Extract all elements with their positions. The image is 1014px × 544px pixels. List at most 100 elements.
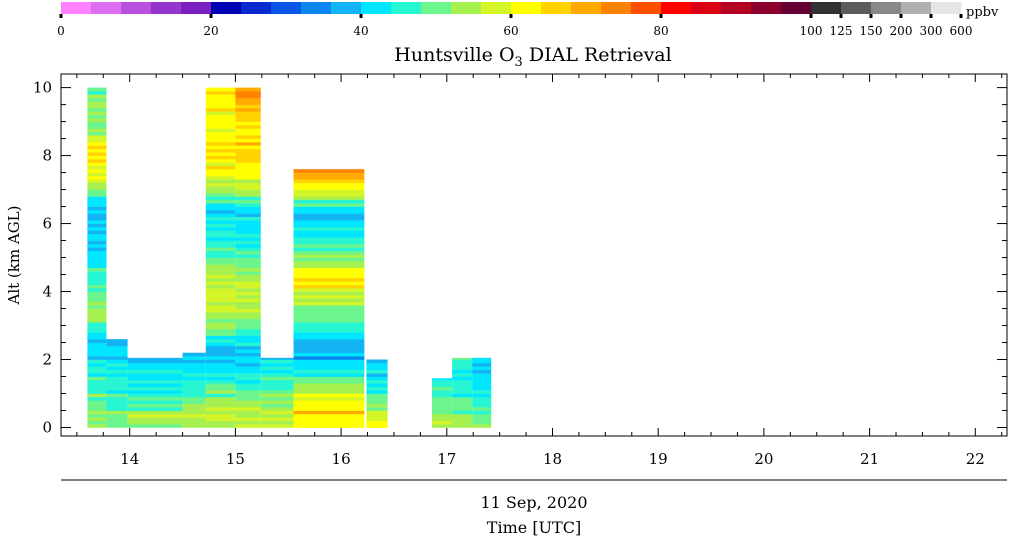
ozone-cell xyxy=(87,305,107,309)
ozone-cell xyxy=(293,271,365,275)
ozone-cell xyxy=(235,281,261,286)
ozone-cell xyxy=(452,403,473,408)
ozone-cell xyxy=(87,97,107,102)
ozone-cell xyxy=(432,407,453,411)
ozone-cell xyxy=(472,357,492,360)
ozone-cell xyxy=(235,87,261,92)
ozone-cell xyxy=(205,271,236,275)
ozone-cell xyxy=(235,400,261,405)
ozone-cell xyxy=(293,298,365,303)
ozone-cell xyxy=(366,366,388,371)
ozone-cell xyxy=(235,124,261,129)
ozone-cell xyxy=(87,277,107,282)
ozone-cell xyxy=(205,308,236,313)
ozone-cell xyxy=(182,407,206,411)
ozone-cell xyxy=(87,254,107,258)
colorbar-swatch xyxy=(781,2,812,14)
ozone-cell xyxy=(235,131,261,136)
ozone-cell xyxy=(293,243,365,248)
ozone-cell xyxy=(235,264,261,269)
ozone-cell xyxy=(293,226,365,231)
colorbar-tick-label: 300 xyxy=(920,24,943,38)
ozone-cell xyxy=(87,179,107,184)
ozone-cell xyxy=(205,403,236,408)
ozone-cell xyxy=(235,288,261,292)
ozone-cell xyxy=(87,376,107,381)
ozone-cell xyxy=(87,199,107,204)
ozone-cell xyxy=(87,342,107,347)
ozone-cell xyxy=(182,352,206,357)
ozone-cell xyxy=(87,121,107,126)
ozone-cell xyxy=(182,379,206,384)
plot-frame xyxy=(60,73,1008,437)
ozone-cell xyxy=(205,291,236,296)
ozone-cell xyxy=(87,220,107,224)
ozone-cell xyxy=(127,413,183,418)
ozone-cell xyxy=(260,357,294,360)
ozone-cell xyxy=(205,233,236,238)
ozone-cell xyxy=(87,243,107,248)
ozone-cell xyxy=(235,298,261,303)
colorbar-swatch xyxy=(91,2,122,14)
ozone-cell xyxy=(235,417,261,422)
ozone-cell xyxy=(260,424,294,428)
ozone-cell xyxy=(87,237,107,241)
title-prefix: Huntsville O xyxy=(394,44,514,66)
ozone-cell xyxy=(87,403,107,408)
ozone-cell xyxy=(235,413,261,418)
ozone-cell xyxy=(235,379,261,384)
ozone-cell xyxy=(205,196,236,201)
colorbar-swatch xyxy=(61,2,92,14)
colorbar-swatch xyxy=(841,2,872,14)
ozone-cell xyxy=(235,359,261,364)
ozone-cell xyxy=(87,362,107,367)
ozone-cell xyxy=(205,393,236,398)
ozone-cell xyxy=(366,379,388,384)
ozone-cell xyxy=(235,179,261,184)
y-tick-label: 4 xyxy=(42,283,52,301)
ozone-cell xyxy=(205,315,236,320)
ozone-cell xyxy=(366,386,388,391)
ozone-cell xyxy=(366,413,388,418)
ozone-cell xyxy=(235,240,261,245)
ozone-cell xyxy=(87,230,107,235)
ozone-cell xyxy=(205,284,236,289)
ozone-cell xyxy=(293,362,365,367)
ozone-cell xyxy=(260,396,294,401)
colorbar-tick-label: 20 xyxy=(203,24,218,38)
ozone-cell xyxy=(87,172,107,177)
ozone-cell xyxy=(293,237,365,241)
ozone-cell xyxy=(472,362,492,367)
ozone-cell xyxy=(452,410,473,415)
ozone-cell xyxy=(452,357,473,360)
ozone-cell xyxy=(205,366,236,371)
ozone-cell xyxy=(205,396,236,401)
ozone-cell xyxy=(432,410,453,415)
ozone-cell xyxy=(235,352,261,357)
ozone-cell xyxy=(87,216,107,221)
ozone-cell xyxy=(87,352,107,357)
ozone-cell xyxy=(205,148,236,153)
ozone-cell xyxy=(106,413,128,418)
ozone-cell xyxy=(235,369,261,374)
ozone-cell xyxy=(205,118,236,122)
ozone-cell xyxy=(472,359,492,364)
ozone-cell xyxy=(235,407,261,411)
ozone-cell xyxy=(472,379,492,384)
ozone-cell xyxy=(87,325,107,330)
ozone-cell xyxy=(452,383,473,388)
ozone-cell xyxy=(127,373,183,377)
ozone-cell xyxy=(205,325,236,330)
y-tick-label: 0 xyxy=(42,419,52,437)
x-axis-ticks: 14 15 16 17 18 19 20 21 22 xyxy=(76,74,1003,468)
ozone-curtain xyxy=(87,87,492,428)
ozone-cell xyxy=(293,373,365,377)
ozone-cell xyxy=(235,158,261,163)
ozone-cell xyxy=(205,379,236,384)
ozone-cell xyxy=(182,373,206,377)
ozone-cell xyxy=(452,420,473,425)
ozone-cell xyxy=(452,413,473,418)
ozone-cell xyxy=(87,366,107,371)
ozone-cell xyxy=(205,189,236,194)
ozone-cell xyxy=(293,186,365,190)
